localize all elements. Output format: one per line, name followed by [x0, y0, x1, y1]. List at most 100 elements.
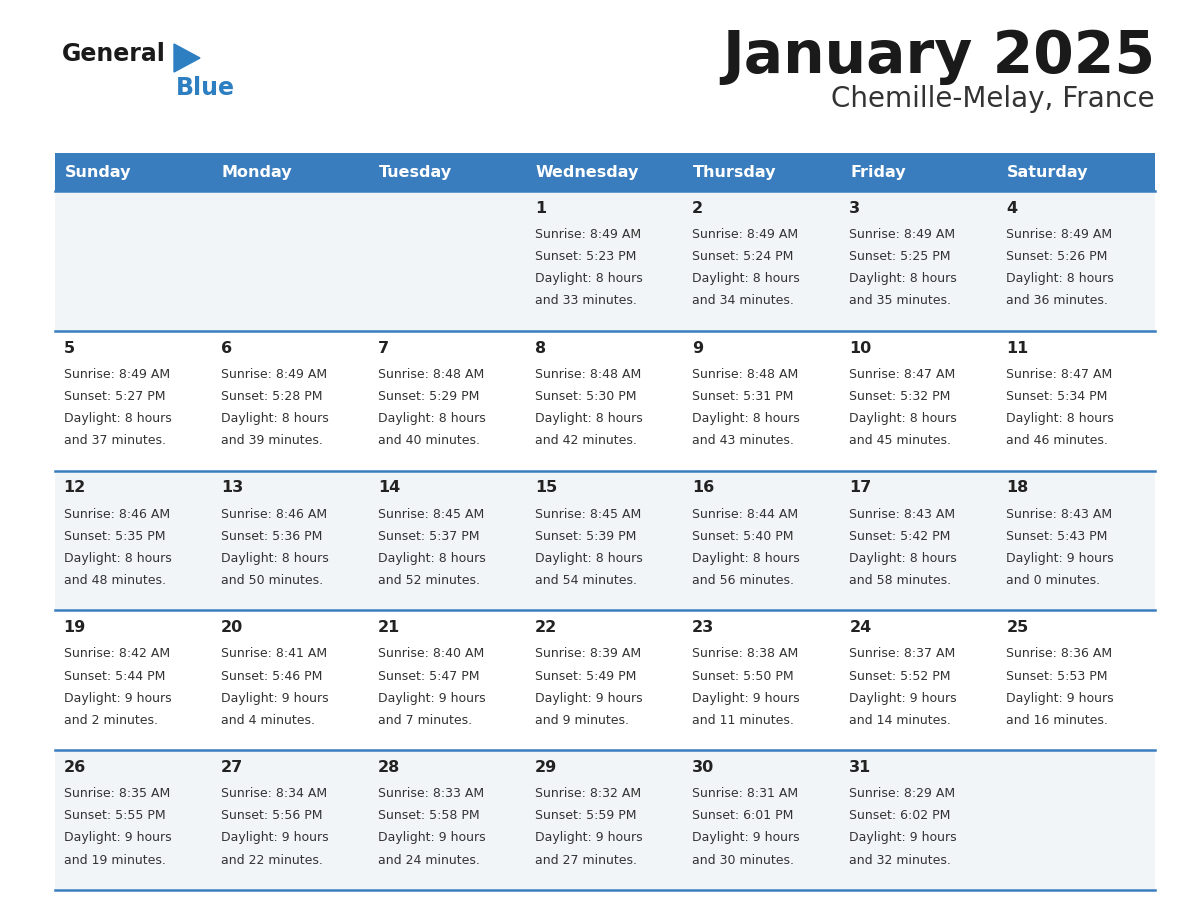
Bar — [369, 153, 526, 191]
Text: 30: 30 — [693, 760, 714, 775]
Text: Sunrise: 8:49 AM: Sunrise: 8:49 AM — [849, 228, 955, 241]
Text: and 32 minutes.: and 32 minutes. — [849, 854, 952, 867]
Text: 27: 27 — [221, 760, 244, 775]
Text: Daylight: 9 hours: Daylight: 9 hours — [535, 691, 643, 705]
Text: Sunrise: 8:34 AM: Sunrise: 8:34 AM — [221, 788, 327, 800]
Text: January 2025: January 2025 — [722, 28, 1155, 85]
Text: Sunrise: 8:47 AM: Sunrise: 8:47 AM — [1006, 368, 1113, 381]
Text: Sunrise: 8:49 AM: Sunrise: 8:49 AM — [535, 228, 642, 241]
Text: and 19 minutes.: and 19 minutes. — [64, 854, 165, 867]
Text: Sunset: 6:02 PM: Sunset: 6:02 PM — [849, 810, 950, 823]
Text: 29: 29 — [535, 760, 557, 775]
Text: Daylight: 8 hours: Daylight: 8 hours — [221, 412, 329, 425]
Text: Sunset: 5:36 PM: Sunset: 5:36 PM — [221, 530, 322, 543]
Text: and 39 minutes.: and 39 minutes. — [221, 434, 323, 447]
Text: Sunset: 5:44 PM: Sunset: 5:44 PM — [64, 669, 165, 683]
Bar — [55, 610, 1155, 750]
Text: Saturday: Saturday — [1007, 164, 1088, 180]
Text: Sunrise: 8:39 AM: Sunrise: 8:39 AM — [535, 647, 642, 660]
Text: Sunrise: 8:47 AM: Sunrise: 8:47 AM — [849, 368, 955, 381]
Text: and 43 minutes.: and 43 minutes. — [693, 434, 794, 447]
Text: Sunrise: 8:46 AM: Sunrise: 8:46 AM — [64, 508, 170, 521]
Text: Wednesday: Wednesday — [536, 164, 639, 180]
Text: 11: 11 — [1006, 341, 1029, 355]
Text: Sunset: 5:39 PM: Sunset: 5:39 PM — [535, 530, 637, 543]
Text: and 56 minutes.: and 56 minutes. — [693, 574, 795, 587]
Text: Daylight: 9 hours: Daylight: 9 hours — [849, 832, 958, 845]
Text: Sunset: 5:47 PM: Sunset: 5:47 PM — [378, 669, 480, 683]
Text: Sunset: 5:56 PM: Sunset: 5:56 PM — [221, 810, 322, 823]
Text: 26: 26 — [64, 760, 86, 775]
Text: and 27 minutes.: and 27 minutes. — [535, 854, 637, 867]
Text: 18: 18 — [1006, 480, 1029, 496]
Text: and 30 minutes.: and 30 minutes. — [693, 854, 795, 867]
Text: Sunrise: 8:29 AM: Sunrise: 8:29 AM — [849, 788, 955, 800]
Text: Daylight: 9 hours: Daylight: 9 hours — [378, 691, 486, 705]
Text: Daylight: 8 hours: Daylight: 8 hours — [1006, 412, 1114, 425]
Text: Daylight: 8 hours: Daylight: 8 hours — [64, 552, 171, 565]
Text: Daylight: 9 hours: Daylight: 9 hours — [849, 691, 958, 705]
Text: and 45 minutes.: and 45 minutes. — [849, 434, 952, 447]
Text: Daylight: 8 hours: Daylight: 8 hours — [849, 273, 958, 285]
Text: 23: 23 — [693, 621, 714, 635]
Text: 24: 24 — [849, 621, 872, 635]
Text: Daylight: 8 hours: Daylight: 8 hours — [849, 552, 958, 565]
Text: Sunrise: 8:48 AM: Sunrise: 8:48 AM — [378, 368, 485, 381]
Text: Sunset: 5:26 PM: Sunset: 5:26 PM — [1006, 250, 1108, 263]
Text: Thursday: Thursday — [693, 164, 777, 180]
Text: 6: 6 — [221, 341, 232, 355]
Bar — [526, 153, 683, 191]
Text: Tuesday: Tuesday — [379, 164, 451, 180]
Text: and 16 minutes.: and 16 minutes. — [1006, 713, 1108, 727]
Text: Daylight: 8 hours: Daylight: 8 hours — [378, 412, 486, 425]
Text: and 48 minutes.: and 48 minutes. — [64, 574, 165, 587]
Text: and 34 minutes.: and 34 minutes. — [693, 295, 794, 308]
Text: Daylight: 8 hours: Daylight: 8 hours — [221, 552, 329, 565]
Text: Sunrise: 8:40 AM: Sunrise: 8:40 AM — [378, 647, 485, 660]
Text: Daylight: 8 hours: Daylight: 8 hours — [535, 552, 643, 565]
Text: Sunset: 5:42 PM: Sunset: 5:42 PM — [849, 530, 950, 543]
Text: and 36 minutes.: and 36 minutes. — [1006, 295, 1108, 308]
Text: 19: 19 — [64, 621, 86, 635]
Text: and 22 minutes.: and 22 minutes. — [221, 854, 323, 867]
Text: Sunday: Sunday — [64, 164, 131, 180]
Text: Daylight: 8 hours: Daylight: 8 hours — [693, 552, 800, 565]
Text: and 4 minutes.: and 4 minutes. — [221, 713, 315, 727]
Text: and 2 minutes.: and 2 minutes. — [64, 713, 158, 727]
Text: Sunset: 5:58 PM: Sunset: 5:58 PM — [378, 810, 480, 823]
Text: Daylight: 9 hours: Daylight: 9 hours — [535, 832, 643, 845]
Text: Daylight: 9 hours: Daylight: 9 hours — [693, 832, 800, 845]
Text: 22: 22 — [535, 621, 557, 635]
Text: Sunrise: 8:49 AM: Sunrise: 8:49 AM — [1006, 228, 1113, 241]
Text: 8: 8 — [535, 341, 546, 355]
Text: Sunrise: 8:32 AM: Sunrise: 8:32 AM — [535, 788, 642, 800]
Text: 20: 20 — [221, 621, 244, 635]
Text: 12: 12 — [64, 480, 86, 496]
Text: and 52 minutes.: and 52 minutes. — [378, 574, 480, 587]
Text: Sunrise: 8:45 AM: Sunrise: 8:45 AM — [535, 508, 642, 521]
Text: Daylight: 8 hours: Daylight: 8 hours — [1006, 273, 1114, 285]
Text: Sunrise: 8:42 AM: Sunrise: 8:42 AM — [64, 647, 170, 660]
Text: Sunset: 5:53 PM: Sunset: 5:53 PM — [1006, 669, 1108, 683]
Text: and 7 minutes.: and 7 minutes. — [378, 713, 472, 727]
Text: Sunset: 6:01 PM: Sunset: 6:01 PM — [693, 810, 794, 823]
Text: Daylight: 9 hours: Daylight: 9 hours — [64, 691, 171, 705]
Bar — [841, 153, 998, 191]
Text: Monday: Monday — [222, 164, 292, 180]
Polygon shape — [173, 44, 200, 72]
Text: 13: 13 — [221, 480, 244, 496]
Text: and 0 minutes.: and 0 minutes. — [1006, 574, 1100, 587]
Text: Sunrise: 8:37 AM: Sunrise: 8:37 AM — [849, 647, 955, 660]
Text: Daylight: 8 hours: Daylight: 8 hours — [535, 412, 643, 425]
Text: Sunset: 5:46 PM: Sunset: 5:46 PM — [221, 669, 322, 683]
Bar — [55, 750, 1155, 890]
Text: 1: 1 — [535, 201, 546, 216]
Text: Daylight: 9 hours: Daylight: 9 hours — [221, 832, 328, 845]
Text: 25: 25 — [1006, 621, 1029, 635]
Text: Daylight: 8 hours: Daylight: 8 hours — [693, 273, 800, 285]
Text: and 46 minutes.: and 46 minutes. — [1006, 434, 1108, 447]
Text: Sunset: 5:29 PM: Sunset: 5:29 PM — [378, 390, 479, 403]
Text: Sunrise: 8:43 AM: Sunrise: 8:43 AM — [849, 508, 955, 521]
Text: and 50 minutes.: and 50 minutes. — [221, 574, 323, 587]
Text: Daylight: 9 hours: Daylight: 9 hours — [1006, 552, 1114, 565]
